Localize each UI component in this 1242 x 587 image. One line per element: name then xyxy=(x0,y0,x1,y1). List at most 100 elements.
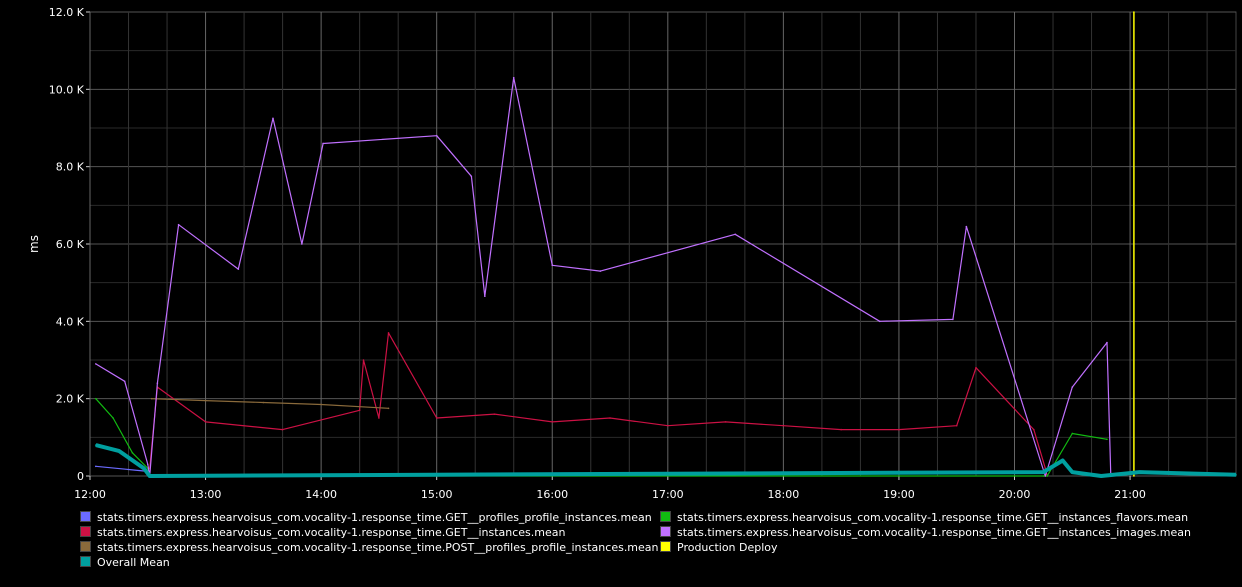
series-point xyxy=(1133,475,1135,477)
series-point xyxy=(1100,475,1102,477)
series-point xyxy=(387,407,390,410)
series-point xyxy=(1138,471,1141,473)
legend-swatch xyxy=(80,556,91,567)
series-point xyxy=(94,444,97,446)
series-point xyxy=(387,332,390,334)
series-point xyxy=(435,134,438,137)
series-point xyxy=(1042,471,1045,473)
legend-item[interactable]: stats.timers.express.hearvoisus_com.voca… xyxy=(80,525,565,540)
legend-item[interactable]: stats.timers.express.hearvoisus_com.voca… xyxy=(80,510,652,525)
series-point xyxy=(237,268,240,270)
series-point xyxy=(1071,471,1074,473)
series-point xyxy=(1235,474,1237,476)
legend-label: stats.timers.express.hearvoisus_com.voca… xyxy=(97,526,566,539)
y-tick-label: 2.0 K xyxy=(56,393,85,406)
y-tick-label: 10.0 K xyxy=(49,83,85,96)
series-point xyxy=(484,295,486,298)
x-tick-label: 12:00 xyxy=(74,488,106,501)
series-point xyxy=(146,463,149,466)
series-point xyxy=(301,243,303,245)
series-point xyxy=(131,452,134,454)
x-tick-label: 20:00 xyxy=(999,488,1031,501)
legend-swatch xyxy=(660,511,671,522)
series-point xyxy=(551,421,554,423)
series-line xyxy=(149,332,1048,477)
x-tick-label: 13:00 xyxy=(190,488,222,501)
series-point xyxy=(156,382,159,385)
legend-label: Production Deploy xyxy=(677,541,778,554)
legend-item[interactable]: Production Deploy xyxy=(660,540,778,555)
series-point xyxy=(177,223,180,226)
y-axis-label: ms xyxy=(27,235,41,253)
response-time-chart: 0 2.0 K 4.0 K 6.0 K 8.0 K 10.0 K 12.0 K 12:00 13… xyxy=(27,6,1237,501)
series-point xyxy=(148,475,151,477)
legend-swatch xyxy=(660,526,671,537)
series-point xyxy=(1106,341,1108,344)
series-point xyxy=(1133,11,1135,13)
y-tick-label: 12.0 K xyxy=(49,6,85,19)
series-point xyxy=(782,424,785,427)
legend-label: stats.timers.express.hearvoisus_com.voca… xyxy=(97,541,659,554)
legend-item[interactable]: stats.timers.express.hearvoisus_com.voca… xyxy=(660,510,1188,525)
series-point xyxy=(955,424,958,427)
x-tick-label: 14:00 xyxy=(305,488,337,501)
series-point xyxy=(512,76,515,79)
series-point xyxy=(1004,397,1006,400)
series-point xyxy=(94,465,97,468)
series-point xyxy=(143,467,145,470)
series-point xyxy=(1071,386,1074,388)
series-point xyxy=(118,450,120,452)
series-point xyxy=(94,397,97,400)
series-point xyxy=(470,175,473,178)
series-point xyxy=(667,424,669,427)
series-point xyxy=(724,421,727,423)
legend-label: stats.timers.express.hearvoisus_com.voca… xyxy=(97,511,652,524)
legend-item[interactable]: Overall Mean xyxy=(80,555,170,570)
series-line xyxy=(95,77,1112,477)
series-point xyxy=(898,428,900,431)
series-point xyxy=(1042,475,1045,477)
series-line xyxy=(95,443,1237,478)
series-point xyxy=(322,142,324,145)
legend-item[interactable]: stats.timers.express.hearvoisus_com.voca… xyxy=(660,525,1191,540)
legend-label: Overall Mean xyxy=(97,556,170,569)
x-tick-label: 19:00 xyxy=(883,488,915,501)
series-point xyxy=(1061,459,1064,462)
x-tick-label: 15:00 xyxy=(421,488,453,501)
series-point xyxy=(1046,475,1049,477)
legend-swatch xyxy=(80,541,91,552)
series-point xyxy=(1071,432,1074,435)
series-point xyxy=(493,413,496,415)
series-point xyxy=(204,399,207,402)
series-point xyxy=(94,363,97,365)
series-point xyxy=(1032,428,1035,431)
series-point xyxy=(599,270,602,272)
x-tick-label: 16:00 xyxy=(536,488,568,501)
series-point xyxy=(320,403,322,406)
legend-label: stats.timers.express.hearvoisus_com.voca… xyxy=(677,511,1189,524)
series-point xyxy=(435,417,438,419)
x-tick-label: 21:00 xyxy=(1114,488,1146,501)
y-tick-label: 4.0 K xyxy=(56,315,85,328)
series-point xyxy=(378,417,380,419)
series-point xyxy=(150,397,153,400)
series-point xyxy=(272,117,274,120)
y-tick-label: 6.0 K xyxy=(56,238,85,251)
series-point xyxy=(551,264,554,267)
series-point xyxy=(281,428,284,431)
series-point xyxy=(840,428,842,431)
series-point xyxy=(609,417,611,419)
series-point xyxy=(952,318,954,321)
y-tick-label: 8.0 K xyxy=(56,161,85,174)
x-tick-label: 17:00 xyxy=(652,488,684,501)
legend-item[interactable]: stats.timers.express.hearvoisus_com.voca… xyxy=(80,540,659,555)
series-point xyxy=(112,417,114,419)
series-point xyxy=(204,421,207,423)
legend-swatch xyxy=(660,541,671,552)
series-point xyxy=(358,409,361,412)
x-tick-label: 18:00 xyxy=(768,488,800,501)
series-point xyxy=(878,320,881,323)
series-point xyxy=(965,225,968,228)
series-point xyxy=(262,401,265,404)
series-point xyxy=(1106,438,1108,441)
